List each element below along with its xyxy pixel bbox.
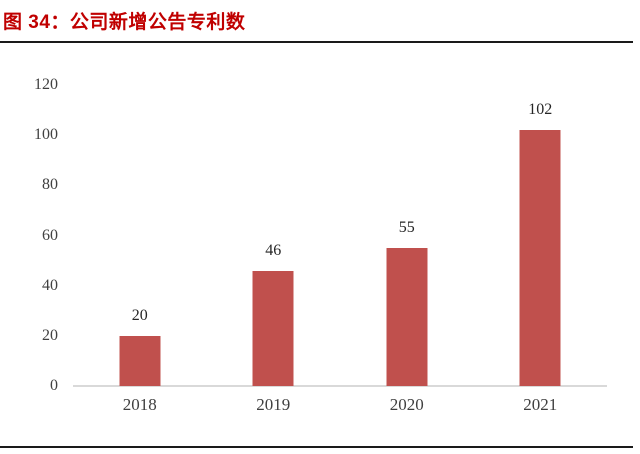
y-axis-tick-label: 80 (42, 176, 58, 194)
title-separator-line (0, 41, 633, 43)
x-axis-tick-label: 2018 (122, 395, 157, 414)
bar-group: 102 (474, 85, 608, 386)
bar (252, 270, 294, 386)
bar-value-label: 55 (398, 219, 415, 237)
bar-group: 20 (73, 85, 207, 386)
bar-value-label: 20 (131, 306, 148, 324)
y-axis-tick-label: 40 (42, 276, 58, 294)
bar (386, 248, 428, 386)
y-axis-tick-label: 20 (42, 326, 58, 344)
bar-value-label: 46 (265, 241, 282, 259)
x-axis-tick-label: 2019 (256, 395, 291, 414)
y-axis-tick-label: 120 (34, 76, 58, 93)
x-axis-tick-label: 2021 (523, 395, 558, 414)
figure-bottom-separator-line (0, 446, 633, 448)
x-axis-line (73, 385, 607, 387)
bar-group: 55 (340, 85, 474, 386)
bar (119, 335, 161, 386)
bar-value-label: 102 (528, 101, 553, 119)
x-axis-tick-label: 2020 (389, 395, 424, 414)
bar-group: 46 (207, 85, 341, 386)
figure-title: 图 34：公司新增公告专利数 (3, 12, 246, 33)
y-axis-tick-label: 0 (50, 377, 58, 394)
bar (519, 130, 561, 386)
y-axis-tick-label: 100 (34, 126, 58, 144)
y-axis-tick-label: 60 (42, 226, 58, 244)
